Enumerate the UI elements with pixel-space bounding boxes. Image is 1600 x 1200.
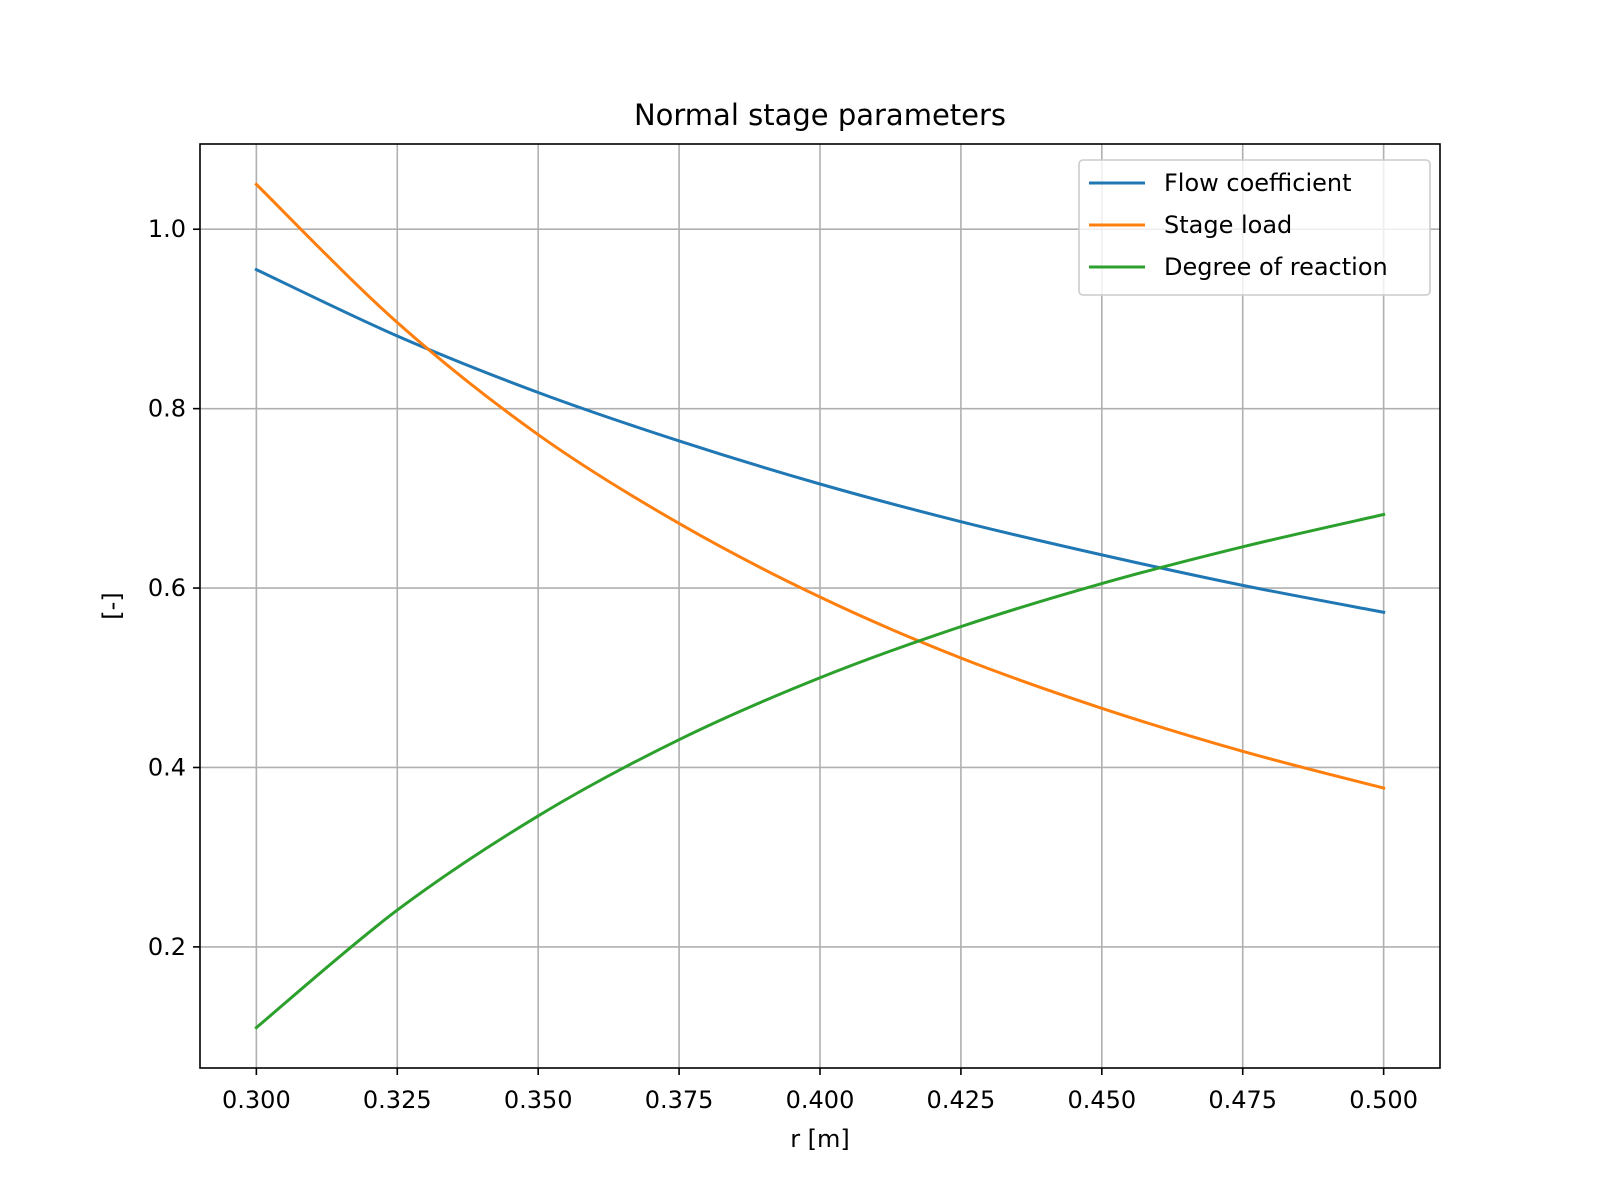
legend-entry-label: Stage load — [1164, 211, 1292, 239]
legend-box — [1078, 159, 1431, 296]
x-tick-label: 0.450 — [1067, 1086, 1136, 1114]
y-tick-label: 0.6 — [148, 574, 186, 602]
y-axis-label: [-] — [98, 592, 126, 619]
x-tick-label: 0.375 — [645, 1086, 714, 1114]
x-tick-label: 0.350 — [504, 1086, 573, 1114]
y-tick-label: 0.4 — [148, 753, 186, 781]
axis-ticks: 0.300 0.325 0.350 0.375 0.400 0.425 0.450 0.475… — [148, 215, 1418, 1114]
x-tick-label: 0.325 — [363, 1086, 432, 1114]
x-tick-label: 0.425 — [927, 1086, 996, 1114]
series-line-degree-of-reaction — [254, 512, 1386, 1030]
chart-title: Normal stage parameters — [634, 98, 1006, 132]
y-tick-label: 0.8 — [148, 395, 186, 423]
grid — [200, 144, 1440, 1068]
y-tick-label: 0.2 — [148, 933, 186, 961]
series-lines — [254, 182, 1386, 1030]
y-tick-label: 1.0 — [148, 215, 186, 243]
legend: Flow coefficient Stage load Degree of reac… — [1078, 159, 1431, 296]
x-tick-label: 0.300 — [222, 1086, 291, 1114]
series-line-flow-coefficient — [254, 267, 1386, 615]
x-tick-label: 0.475 — [1208, 1086, 1277, 1114]
legend-entry-label: Flow coefficient — [1164, 169, 1352, 197]
x-axis-label: r [m] — [790, 1125, 850, 1153]
series-line-stage-load — [254, 182, 1386, 790]
legend-entry-label: Degree of reaction — [1164, 253, 1388, 281]
x-tick-label: 0.400 — [786, 1086, 855, 1114]
x-tick-label: 0.500 — [1349, 1086, 1418, 1114]
